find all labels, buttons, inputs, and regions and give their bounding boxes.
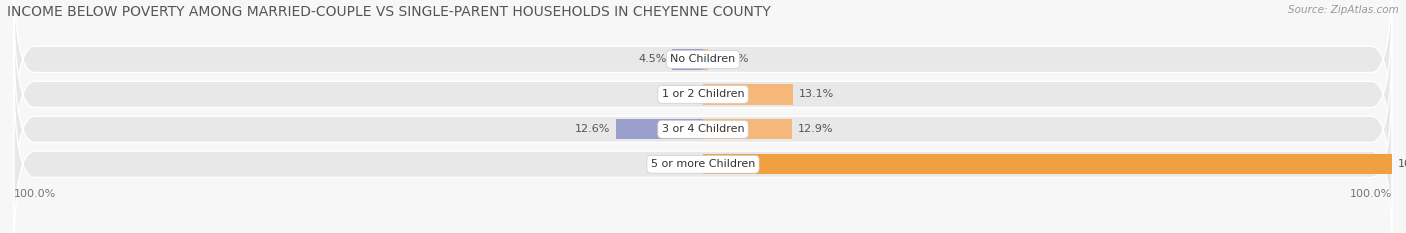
FancyBboxPatch shape bbox=[14, 0, 1392, 151]
Text: 0.0%: 0.0% bbox=[669, 159, 697, 169]
Text: 100.0%: 100.0% bbox=[1350, 189, 1392, 199]
FancyBboxPatch shape bbox=[14, 3, 1392, 186]
Bar bbox=[672, 49, 703, 69]
Text: 0.74%: 0.74% bbox=[714, 55, 749, 64]
FancyBboxPatch shape bbox=[14, 38, 1392, 221]
Text: 0.0%: 0.0% bbox=[669, 89, 697, 99]
Text: 12.6%: 12.6% bbox=[575, 124, 610, 134]
Bar bbox=[616, 119, 703, 139]
Text: 12.9%: 12.9% bbox=[797, 124, 832, 134]
Text: 1 or 2 Children: 1 or 2 Children bbox=[662, 89, 744, 99]
FancyBboxPatch shape bbox=[14, 72, 1392, 233]
Text: INCOME BELOW POVERTY AMONG MARRIED-COUPLE VS SINGLE-PARENT HOUSEHOLDS IN CHEYENN: INCOME BELOW POVERTY AMONG MARRIED-COUPL… bbox=[7, 5, 770, 19]
Text: Source: ZipAtlas.com: Source: ZipAtlas.com bbox=[1288, 5, 1399, 15]
Text: No Children: No Children bbox=[671, 55, 735, 64]
Legend: Married Couples, Single Parents: Married Couples, Single Parents bbox=[592, 230, 814, 233]
Bar bbox=[703, 49, 709, 69]
Text: 4.5%: 4.5% bbox=[638, 55, 666, 64]
Text: 100.0%: 100.0% bbox=[14, 189, 56, 199]
Text: 100.0%: 100.0% bbox=[1398, 159, 1406, 169]
Bar bbox=[703, 84, 793, 105]
Bar bbox=[703, 119, 792, 139]
Bar bbox=[703, 154, 1392, 174]
Text: 5 or more Children: 5 or more Children bbox=[651, 159, 755, 169]
Text: 13.1%: 13.1% bbox=[799, 89, 834, 99]
Text: 3 or 4 Children: 3 or 4 Children bbox=[662, 124, 744, 134]
